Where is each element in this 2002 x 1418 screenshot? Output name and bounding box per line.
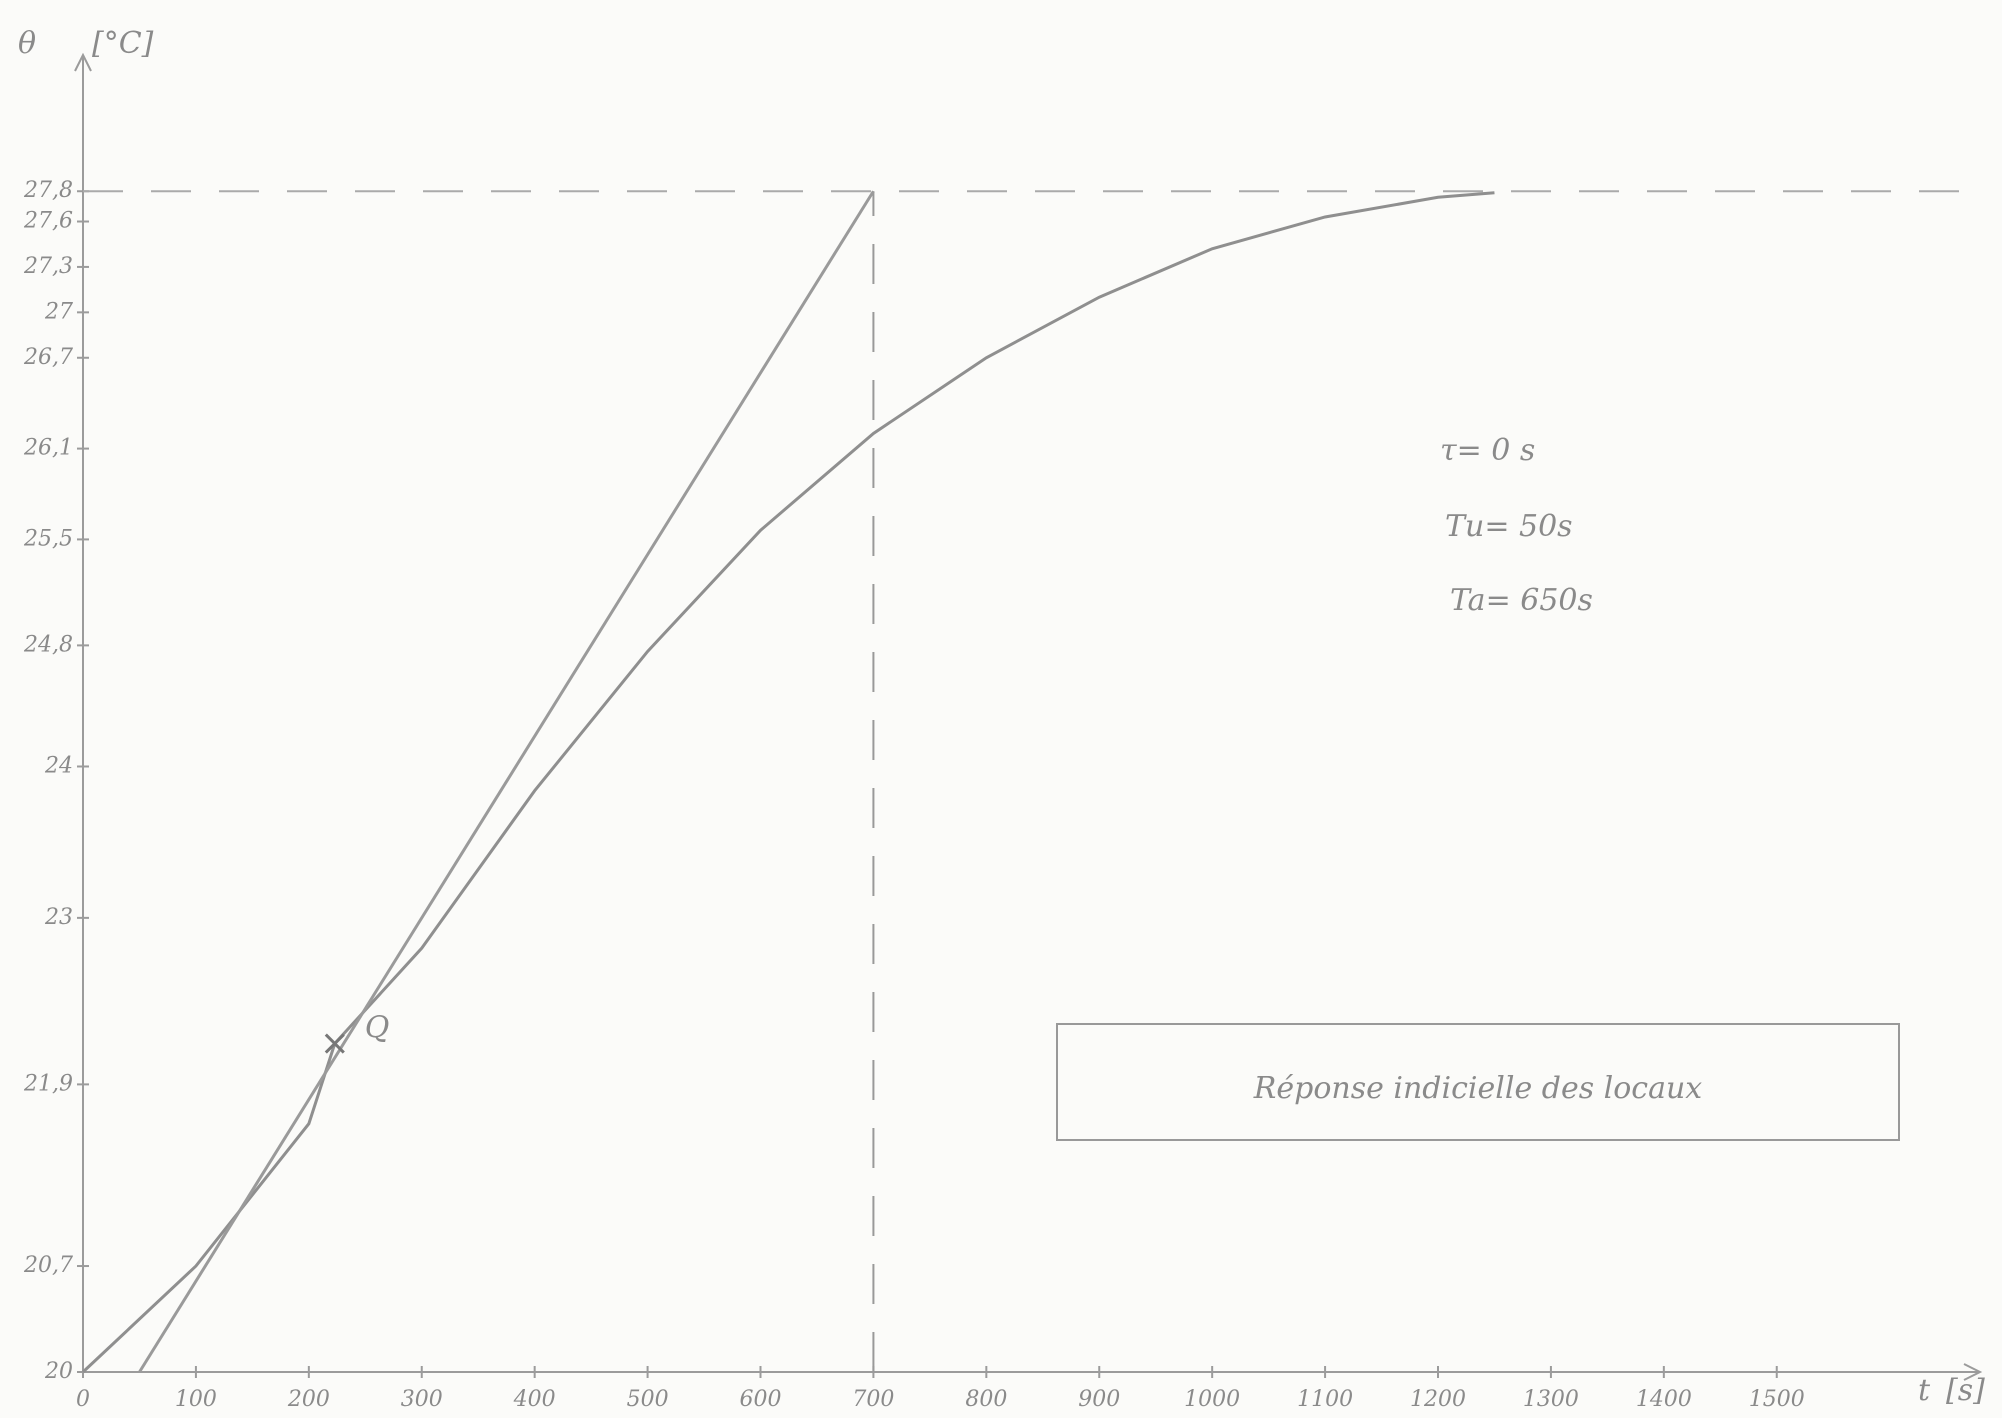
point-label: Q [365,1011,390,1046]
x-tick-label: 600 [740,1387,782,1412]
y-tick-label: 20 [44,1359,73,1384]
page: {"chart_data": { "type": "line", "y_labe… [0,0,2002,1418]
x-tick-label: 1100 [1297,1387,1353,1412]
response-curve [83,193,1494,1372]
y-tick-label: 26,1 [23,436,73,461]
x-tick-label: 700 [852,1387,894,1412]
x-tick-label: 500 [627,1387,669,1412]
y-axis-label: θ [18,26,36,61]
y-tick-label: 27,8 [23,178,73,203]
caption: Réponse indicielle des locaux [1253,1071,1703,1106]
x-tick-label: 1400 [1636,1387,1692,1412]
y-tick-label: 20,7 [23,1253,73,1278]
x-tick-label: 200 [287,1387,330,1412]
y-tick-label: 26,7 [23,345,73,370]
annotation: Ta= 650s [1450,583,1593,618]
y-tick-label: 24,8 [23,632,73,657]
x-tick-label: 400 [513,1387,556,1412]
x-tick-label: 900 [1078,1387,1120,1412]
y-tick-label: 27,6 [23,209,73,234]
x-tick-label: 800 [965,1387,1007,1412]
chart: θ [°C] t [s] Réponse indicielle des loca… [0,0,2002,1418]
x-axis-label: t [1918,1373,1931,1408]
x-tick-label: 0 [76,1387,90,1412]
annotation: τ= 0 s [1440,433,1535,468]
tangent-line [139,191,873,1372]
y-tick-label: 24 [44,753,73,778]
annotation: Tu= 50s [1445,509,1573,544]
y-tick-label: 27 [44,299,73,324]
y-tick-label: 23 [44,905,73,930]
x-tick-label: 1000 [1184,1387,1240,1412]
x-tick-label: 1300 [1523,1387,1579,1412]
y-axis-unit: [°C] [92,26,154,61]
point-q [326,1035,344,1053]
y-tick-label: 25,5 [23,526,73,551]
x-tick-label: 100 [175,1387,217,1412]
x-tick-label: 1500 [1749,1387,1805,1412]
y-tick-label: 27,3 [23,254,73,279]
y-tick-label: 21,9 [23,1071,73,1096]
x-tick-label: 300 [401,1387,443,1412]
x-tick-label: 1200 [1410,1387,1466,1412]
